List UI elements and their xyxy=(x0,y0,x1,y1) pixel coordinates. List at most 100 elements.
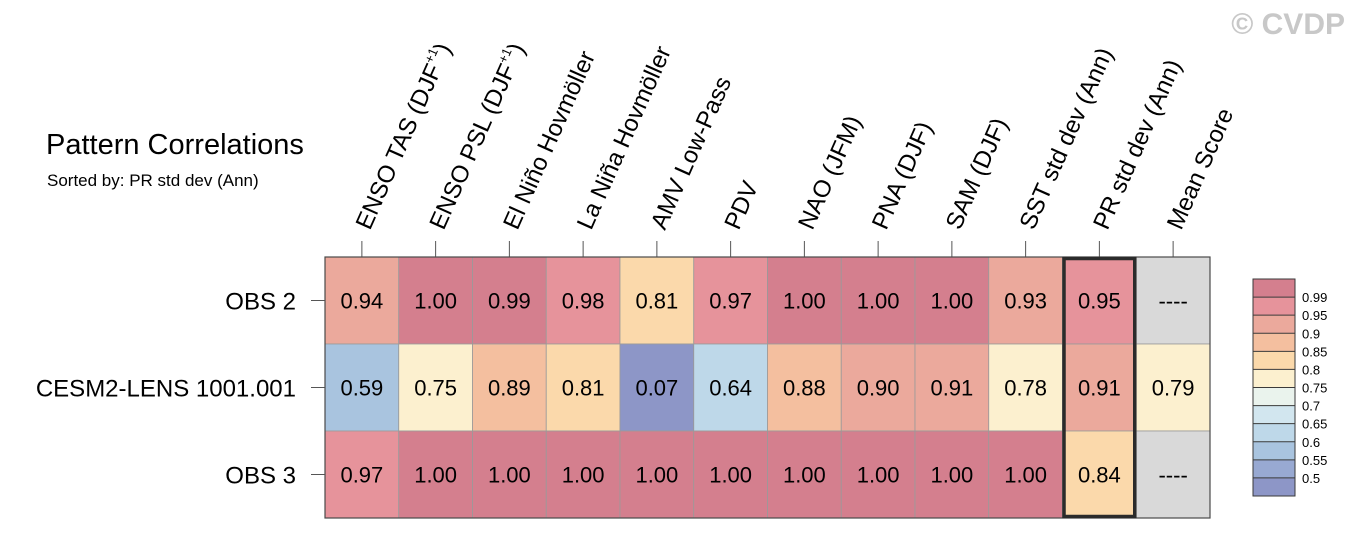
colorbar-swatch xyxy=(1253,297,1295,316)
cell-value-label: 1.00 xyxy=(488,463,531,488)
heatmap-cell xyxy=(324,343,400,432)
cell-value-label: 1.00 xyxy=(414,463,457,488)
heatmap-cell xyxy=(693,256,768,345)
colorbar-label: 0.7 xyxy=(1302,399,1320,414)
heatmap-cell xyxy=(840,256,916,345)
colorbar-swatch xyxy=(1253,459,1295,478)
heatmap-cell xyxy=(324,256,400,345)
heatmap-cell xyxy=(545,256,621,345)
colorbar-label: 0.6 xyxy=(1302,435,1320,450)
heatmap-cell xyxy=(472,256,547,345)
cell-value-label: 0.59 xyxy=(340,376,383,401)
colorbar-label: 0.75 xyxy=(1302,381,1327,396)
column-label: NAO (JFM) xyxy=(793,112,867,234)
heatmap-cell xyxy=(914,256,990,345)
heatmap-cell xyxy=(1135,430,1211,519)
cell-value-label: 0.89 xyxy=(488,376,531,401)
column-label: PDV xyxy=(719,177,764,233)
row-labels: OBS 2 CESM2-LENS 1001.001 OBS 3 xyxy=(36,289,325,490)
cell-value-label: 0.78 xyxy=(1004,376,1047,401)
cell-value-label: 1.00 xyxy=(562,463,605,488)
cell-value-label: 0.81 xyxy=(562,376,605,401)
cell-value-label: ---- xyxy=(1158,289,1187,314)
cell-value-label: 0.88 xyxy=(783,376,826,401)
colorbar-label: 0.8 xyxy=(1302,362,1320,377)
heatmap-cell xyxy=(545,343,621,432)
cell-value-label: 1.00 xyxy=(857,289,900,314)
colorbar-swatch xyxy=(1253,369,1295,388)
cell-value-label: 0.91 xyxy=(1078,376,1121,401)
heatmap-cell xyxy=(472,343,547,432)
colorbar-swatch xyxy=(1253,387,1295,406)
cell-value-label: 1.00 xyxy=(783,289,826,314)
heatmap-cell xyxy=(324,430,400,519)
cell-value-label: 0.94 xyxy=(340,289,383,314)
heatmap-cell xyxy=(988,430,1063,519)
cell-value-label: 1.00 xyxy=(1004,463,1047,488)
column-label: Mean Score xyxy=(1162,104,1239,233)
cell-value-label: 0.90 xyxy=(857,376,900,401)
colorbar-label: 0.5 xyxy=(1302,471,1320,486)
heatmap-cell xyxy=(767,343,842,432)
heatmap-cell xyxy=(398,343,473,432)
cell-value-label: 0.93 xyxy=(1004,289,1047,314)
colorbar-swatch xyxy=(1253,477,1295,496)
cell-value-label: 0.98 xyxy=(562,289,605,314)
colorbar-swatch xyxy=(1253,279,1295,298)
column-label: PNA (DJF) xyxy=(867,118,938,234)
row-label: OBS 3 xyxy=(225,463,296,490)
colorbar-border xyxy=(1252,278,1296,497)
colorbar-label: 0.9 xyxy=(1302,326,1320,341)
heatmap-cell xyxy=(988,256,1063,345)
colorbar-swatch xyxy=(1253,405,1295,424)
heatmap-cell xyxy=(619,256,695,345)
colorbar-label: 0.95 xyxy=(1302,308,1327,323)
cell-value-label: 0.84 xyxy=(1078,463,1121,488)
colorbar-label: 0.85 xyxy=(1302,344,1327,359)
cell-value-label: 0.97 xyxy=(709,289,752,314)
heatmap-cell xyxy=(988,343,1063,432)
colorbar-label: 0.99 xyxy=(1302,290,1327,305)
row-label: OBS 2 xyxy=(225,289,296,316)
cell-value-label: 1.00 xyxy=(783,463,826,488)
heatmap-cell xyxy=(1062,343,1137,432)
row-label: CESM2-LENS 1001.001 xyxy=(36,376,296,403)
colorbar: 0.99 0.95 0.9 0.85 0.8 0.75 0.7 0.65 0.6 0.55 0.5 xyxy=(1252,278,1327,497)
heatmap-cell xyxy=(472,430,547,519)
highlighted-column-frame xyxy=(1062,256,1137,519)
heatmap-cell xyxy=(693,430,768,519)
colorbar-swatch xyxy=(1253,333,1295,352)
cell-value-label: 1.00 xyxy=(635,463,678,488)
colorbar-label: 0.55 xyxy=(1302,453,1327,468)
cell-value-label: 0.97 xyxy=(340,463,383,488)
heatmap-cell xyxy=(840,430,916,519)
cell-value-label: ---- xyxy=(1158,463,1187,488)
heatmap-grid: 0.94 1.00 0.99 0.98 0.81 0.97 1.00 1.00 1.00 0.93… xyxy=(324,256,1211,519)
colorbar-swatch xyxy=(1253,315,1295,334)
cell-value-label: 0.91 xyxy=(930,376,973,401)
cell-value-label: 1.00 xyxy=(709,463,752,488)
cell-value-label: 1.00 xyxy=(930,463,973,488)
chart-title: Pattern Correlations xyxy=(46,129,304,161)
watermark: © CVDP xyxy=(1231,8,1345,41)
column-label: AMV Low-Pass xyxy=(646,73,737,234)
cell-value-label: 1.00 xyxy=(930,289,973,314)
colorbar-label: 0.65 xyxy=(1302,417,1327,432)
colorbar-swatch xyxy=(1253,351,1295,370)
heatmap-cell xyxy=(914,430,990,519)
colorbar-swatch xyxy=(1253,441,1295,460)
heatmap-cell xyxy=(767,256,842,345)
cell-value-label: 0.75 xyxy=(414,376,457,401)
cell-value-label: 0.79 xyxy=(1152,376,1195,401)
cell-value-label: 0.07 xyxy=(635,376,678,401)
heatmap-cell xyxy=(914,343,990,432)
colorbar-swatch xyxy=(1253,423,1295,442)
cell-value-label: 0.81 xyxy=(635,289,678,314)
column-labels: ENSO TAS (DJF+1)ENSO PSL (DJF+1)El Niño … xyxy=(349,38,1239,257)
heatmap-cell xyxy=(545,430,621,519)
column-label: SAM (DJF) xyxy=(941,114,1014,233)
chart-subtitle: Sorted by: PR std dev (Ann) xyxy=(47,171,259,190)
cell-value-label: 0.64 xyxy=(709,376,752,401)
cell-value-label: 1.00 xyxy=(414,289,457,314)
